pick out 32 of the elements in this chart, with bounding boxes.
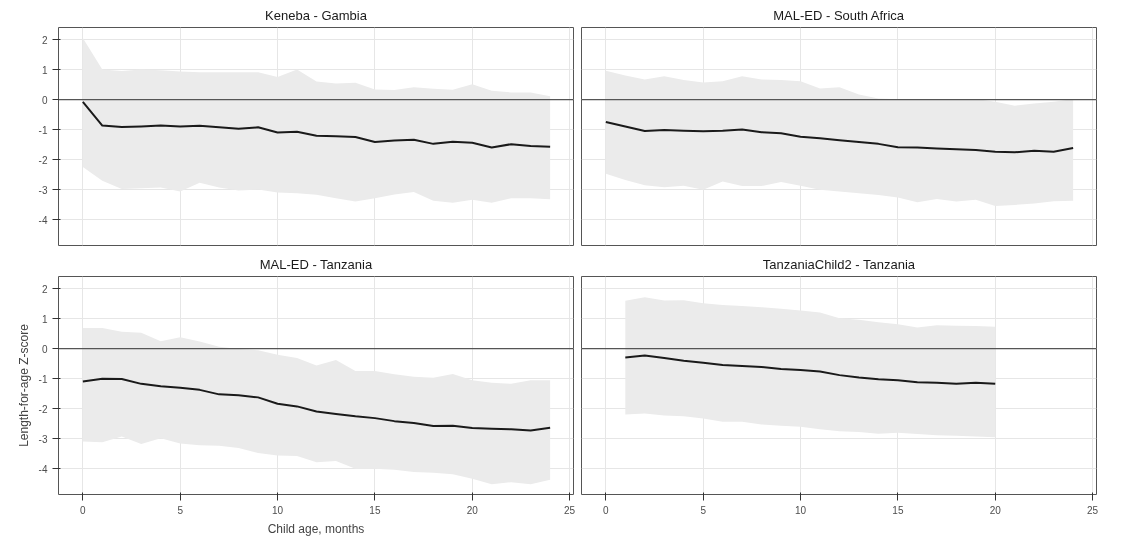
y-tick-label: 2 <box>41 283 48 295</box>
x-tick-label: 25 <box>1087 504 1099 516</box>
x-tick-label: 15 <box>369 504 381 516</box>
y-tick-label: 1 <box>41 313 48 325</box>
x-tick-label: 25 <box>564 504 576 516</box>
x-tick-label: 0 <box>603 504 610 516</box>
y-tick-label: -3 <box>38 184 48 196</box>
chart-title: Keneba - Gambia <box>265 7 368 23</box>
y-tick-label: -2 <box>38 403 48 415</box>
y-tick-label: -1 <box>38 124 48 136</box>
y-tick-label: 0 <box>41 343 48 355</box>
y-tick-label: -3 <box>38 433 48 445</box>
chart-title: MAL-ED - South Africa <box>773 7 905 23</box>
x-tick-label: 20 <box>466 504 479 516</box>
chart-title: MAL-ED - Tanzania <box>259 256 373 272</box>
y-tick-label: -4 <box>38 214 48 226</box>
y-tick-label: 1 <box>41 64 48 76</box>
x-tick-label: 20 <box>989 504 1002 516</box>
y-axis-title: Length-for-age Z-score <box>16 323 31 447</box>
y-tick-label: 2 <box>41 34 48 46</box>
x-tick-label: 15 <box>892 504 904 516</box>
x-tick-label: 5 <box>177 504 184 516</box>
y-tick-label: 0 <box>41 94 48 106</box>
x-tick-label: 10 <box>271 504 284 516</box>
y-tick-label: -2 <box>38 154 48 166</box>
y-tick-label: -4 <box>38 463 48 475</box>
x-axis-title: Child age, months <box>267 521 365 536</box>
chart-title: TanzaniaChild2 - Tanzania <box>762 256 916 272</box>
x-tick-label: 5 <box>700 504 707 516</box>
x-tick-label: 10 <box>794 504 807 516</box>
y-tick-label: -1 <box>38 373 48 385</box>
x-tick-label: 0 <box>80 504 87 516</box>
